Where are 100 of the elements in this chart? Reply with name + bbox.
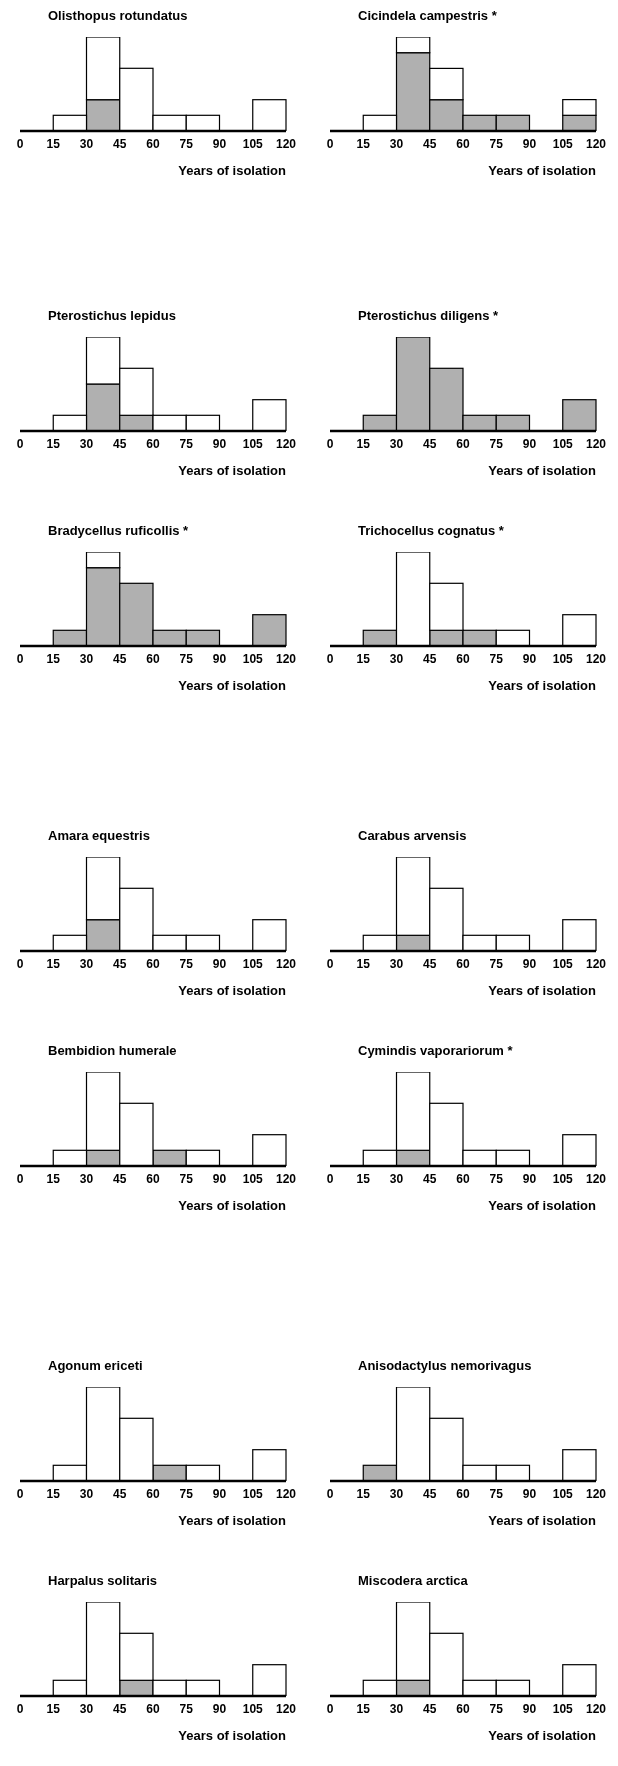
x-tick-label: 90 (212, 1701, 227, 1716)
x-tick-label: 75 (179, 436, 194, 451)
x-tick-label: 105 (242, 956, 264, 971)
x-tick-label: 90 (522, 956, 537, 971)
x-tick-label: 30 (79, 436, 94, 451)
x-tick-label: 45 (113, 651, 127, 666)
x-tick-label: 90 (212, 1486, 227, 1501)
x-tick-label: 90 (212, 1171, 227, 1186)
x-axis-title: Years of isolation (178, 678, 287, 693)
chart-title: Trichocellus cognatus * (357, 523, 505, 540)
x-tick-label: 0 (326, 651, 334, 666)
x-tick-label: 75 (489, 1486, 504, 1501)
x-tick-label: 120 (585, 436, 607, 451)
x-tick-label: 0 (326, 1701, 334, 1716)
x-tick-label: 120 (585, 651, 607, 666)
x-tick-label: 45 (423, 1171, 437, 1186)
x-tick-label: 30 (389, 1171, 404, 1186)
x-tick-label: 0 (326, 436, 334, 451)
x-axis-title: Years of isolation (178, 1198, 287, 1213)
x-tick-label: 15 (356, 1701, 371, 1716)
x-tick-label: 120 (275, 1486, 297, 1501)
x-tick-label: 105 (242, 1701, 264, 1716)
x-axis-title: Years of isolation (488, 983, 597, 998)
x-tick-label: 60 (146, 1486, 160, 1501)
x-tick-label: 75 (489, 956, 504, 971)
x-tick-label: 45 (113, 436, 127, 451)
x-axis-title: Years of isolation (178, 463, 287, 478)
x-tick-label: 60 (146, 1171, 160, 1186)
x-tick-label: 30 (389, 136, 404, 151)
x-tick-label: 105 (552, 436, 574, 451)
x-axis-title: Years of isolation (488, 163, 597, 178)
x-tick-label: 75 (489, 136, 504, 151)
x-tick-label: 60 (146, 1701, 160, 1716)
x-axis-title: Years of isolation (488, 463, 597, 478)
x-tick-label: 75 (179, 651, 194, 666)
chart-title: Agonum ericeti (47, 1358, 144, 1375)
x-tick-label: 15 (46, 436, 61, 451)
x-tick-label: 105 (552, 1486, 574, 1501)
x-tick-label: 45 (423, 1486, 437, 1501)
x-tick-label: 15 (46, 1486, 61, 1501)
x-tick-label: 15 (46, 1701, 61, 1716)
x-tick-label: 60 (456, 651, 470, 666)
x-tick-label: 120 (275, 651, 297, 666)
x-tick-label: 0 (16, 1701, 24, 1716)
chart-title: Amara equestris (47, 828, 151, 845)
x-tick-label: 105 (552, 651, 574, 666)
x-tick-label: 0 (16, 1171, 24, 1186)
x-tick-label: 0 (326, 956, 334, 971)
x-tick-label: 30 (389, 1701, 404, 1716)
chart-title: Anisodactylus nemorivagus (357, 1358, 533, 1375)
x-axis-title: Years of isolation (488, 1513, 597, 1528)
x-tick-label: 45 (423, 651, 437, 666)
x-tick-label: 90 (212, 436, 227, 451)
x-tick-label: 60 (456, 956, 470, 971)
x-tick-label: 90 (212, 956, 227, 971)
x-axis-title: Years of isolation (178, 983, 287, 998)
x-tick-label: 0 (16, 956, 24, 971)
x-tick-label: 15 (46, 1171, 61, 1186)
x-axis-title: Years of isolation (488, 1728, 597, 1743)
x-axis-title: Years of isolation (178, 1513, 287, 1528)
chart-title: Cicindela campestris * (357, 8, 498, 25)
chart-title: Pterostichus lepidus (47, 308, 177, 325)
x-tick-label: 45 (423, 956, 437, 971)
x-tick-label: 0 (16, 436, 24, 451)
x-tick-label: 60 (456, 1701, 470, 1716)
chart-title: Olisthopus rotundatus (47, 8, 189, 25)
x-tick-label: 30 (389, 651, 404, 666)
x-tick-label: 15 (356, 136, 371, 151)
x-tick-label: 15 (356, 1171, 371, 1186)
x-tick-label: 90 (212, 651, 227, 666)
x-tick-label: 105 (242, 651, 264, 666)
x-tick-label: 75 (179, 956, 194, 971)
x-tick-label: 90 (522, 1486, 537, 1501)
x-tick-label: 120 (585, 1171, 607, 1186)
x-axis-title: Years of isolation (488, 678, 597, 693)
x-tick-label: 45 (113, 136, 127, 151)
x-tick-label: 0 (326, 1171, 334, 1186)
chart-title: Bembidion humerale (47, 1043, 178, 1060)
x-tick-label: 120 (275, 1171, 297, 1186)
x-tick-label: 105 (552, 956, 574, 971)
x-tick-label: 30 (389, 436, 404, 451)
x-tick-label: 60 (456, 1486, 470, 1501)
x-tick-label: 90 (522, 1171, 537, 1186)
x-tick-label: 75 (179, 1701, 194, 1716)
x-tick-label: 105 (552, 1701, 574, 1716)
x-tick-label: 60 (146, 651, 160, 666)
x-tick-label: 45 (113, 1171, 127, 1186)
x-tick-label: 30 (79, 1701, 94, 1716)
chart-title: Miscodera arctica (357, 1573, 469, 1590)
x-axis-title: Years of isolation (178, 163, 287, 178)
chart-title: Cymindis vaporariorum * (357, 1043, 514, 1060)
x-tick-label: 15 (46, 136, 61, 151)
x-tick-label: 120 (275, 436, 297, 451)
x-tick-label: 0 (326, 1486, 334, 1501)
x-tick-label: 45 (113, 1486, 127, 1501)
x-axis-title: Years of isolation (488, 1198, 597, 1213)
x-tick-label: 30 (79, 136, 94, 151)
x-tick-label: 105 (242, 1486, 264, 1501)
chart-title: Carabus arvensis (357, 828, 468, 845)
x-tick-label: 30 (79, 1171, 94, 1186)
